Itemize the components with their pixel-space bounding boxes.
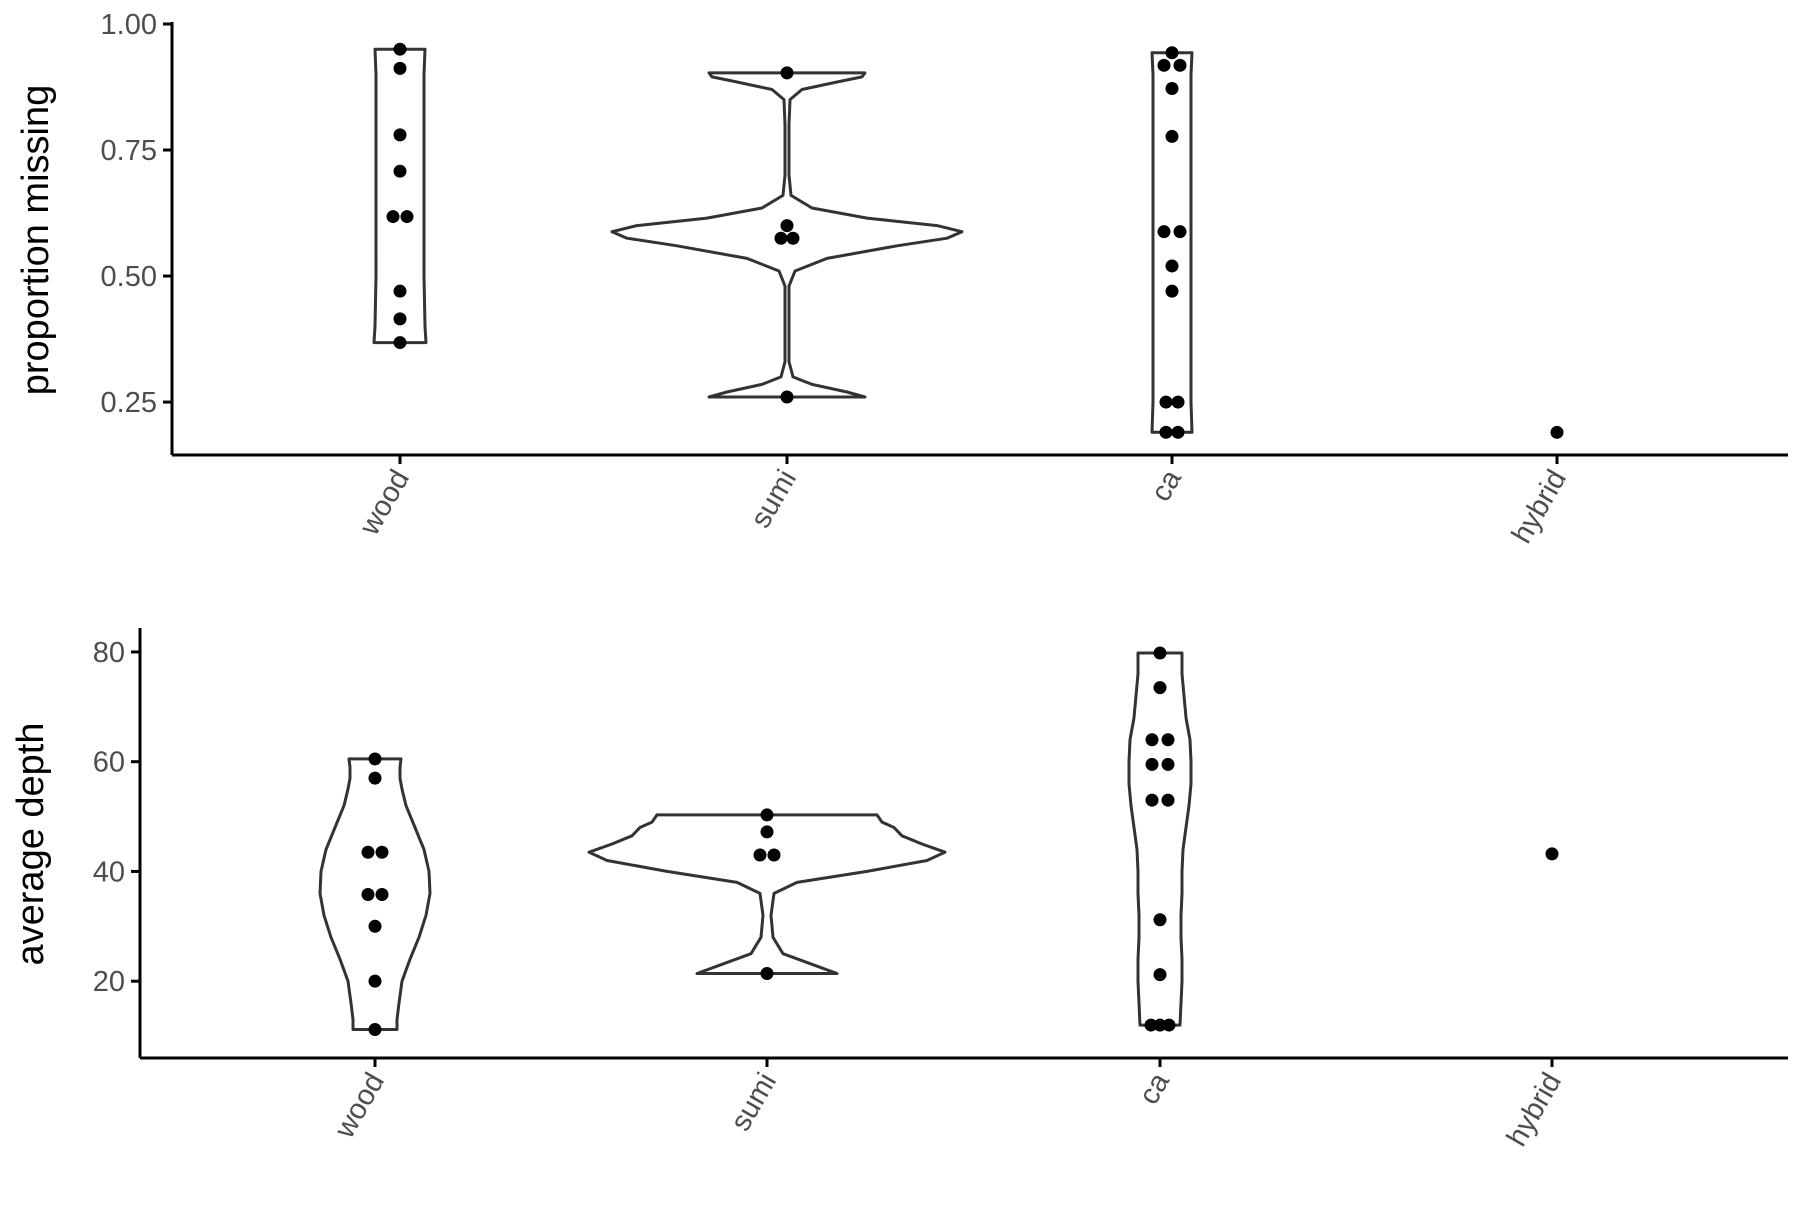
- data-point-ca: [1171, 425, 1185, 439]
- x-tick-label-hybrid: hybrid: [1501, 1068, 1568, 1152]
- data-point-wood: [368, 1022, 382, 1036]
- data-point-ca: [1144, 1018, 1158, 1032]
- x-tick-label-ca: ca: [1145, 464, 1188, 507]
- data-point-wood: [386, 210, 400, 224]
- x-tick-label-hybrid: hybrid: [1506, 465, 1573, 549]
- violin-sumi: [610, 71, 964, 399]
- data-point-ca: [1161, 757, 1175, 771]
- violin-wood: [372, 47, 428, 345]
- data-point-sumi: [760, 808, 774, 822]
- y-tick-label: 0.50: [101, 261, 157, 293]
- data-point-ca: [1165, 259, 1179, 273]
- y-tick-label: 60: [93, 747, 125, 779]
- data-point-sumi: [753, 848, 767, 862]
- data-point-wood: [368, 919, 382, 933]
- data-point-sumi: [780, 219, 794, 233]
- data-point-sumi: [767, 848, 781, 862]
- data-point-ca: [1173, 58, 1187, 72]
- y-tick-label: 20: [93, 966, 125, 998]
- data-point-ca: [1153, 681, 1167, 695]
- y-axis-title-1: proportion missing: [15, 85, 57, 395]
- data-point-wood: [375, 887, 389, 901]
- data-point-ca: [1161, 793, 1175, 807]
- data-point-ca: [1162, 1018, 1176, 1032]
- data-point-sumi: [774, 231, 788, 245]
- data-point-sumi: [780, 390, 794, 404]
- data-point-sumi: [780, 66, 794, 80]
- data-point-wood: [393, 42, 407, 56]
- data-point-ca: [1171, 395, 1185, 409]
- x-tick-label-sumi: sumi: [725, 1068, 783, 1137]
- data-point-wood: [361, 845, 375, 859]
- data-point-wood: [393, 164, 407, 178]
- data-point-ca: [1145, 733, 1159, 747]
- data-point-sumi: [760, 966, 774, 980]
- data-point-ca: [1145, 757, 1159, 771]
- data-point-sumi: [760, 825, 774, 839]
- data-point-ca: [1173, 225, 1187, 239]
- data-point-wood: [393, 312, 407, 326]
- data-point-wood: [400, 210, 414, 224]
- data-point-ca: [1153, 1018, 1167, 1032]
- data-point-wood: [393, 336, 407, 350]
- y-axis-title-2: average depth: [10, 723, 52, 966]
- x-tick-label-sumi: sumi: [745, 465, 803, 534]
- data-point-ca: [1153, 968, 1167, 982]
- y-tick-label: 40: [93, 856, 125, 888]
- data-point-ca: [1157, 225, 1171, 239]
- data-point-ca: [1165, 82, 1179, 96]
- data-point-wood: [368, 974, 382, 988]
- data-point-sumi: [786, 231, 800, 245]
- violin-sumi: [587, 813, 947, 975]
- data-point-wood: [361, 887, 375, 901]
- y-tick-label: 0.75: [101, 135, 157, 167]
- y-tick-label: 80: [93, 637, 125, 669]
- data-point-ca: [1145, 793, 1159, 807]
- data-point-ca: [1165, 284, 1179, 298]
- violin-ca: [1150, 51, 1194, 434]
- x-tick-label-wood: wood: [328, 1068, 391, 1145]
- y-tick-label: 1.00: [101, 9, 157, 41]
- data-point-wood: [368, 752, 382, 766]
- data-point-wood: [368, 771, 382, 785]
- data-point-wood: [393, 284, 407, 298]
- x-tick-label-wood: wood: [353, 465, 416, 542]
- x-tick-label-ca: ca: [1133, 1067, 1176, 1110]
- data-point-ca: [1159, 425, 1173, 439]
- data-point-wood: [393, 61, 407, 75]
- data-point-ca: [1153, 646, 1167, 660]
- data-point-ca: [1159, 395, 1173, 409]
- data-point-ca: [1161, 733, 1175, 747]
- data-point-hybrid: [1550, 425, 1564, 439]
- violin-ca: [1127, 651, 1193, 1027]
- data-point-hybrid: [1545, 847, 1559, 861]
- data-point-ca: [1165, 129, 1179, 143]
- data-point-ca: [1157, 58, 1171, 72]
- data-point-ca: [1153, 913, 1167, 927]
- data-point-wood: [393, 128, 407, 142]
- data-point-ca: [1165, 46, 1179, 60]
- data-point-wood: [375, 845, 389, 859]
- y-tick-label: 0.25: [101, 387, 157, 419]
- violin-wood: [318, 757, 432, 1031]
